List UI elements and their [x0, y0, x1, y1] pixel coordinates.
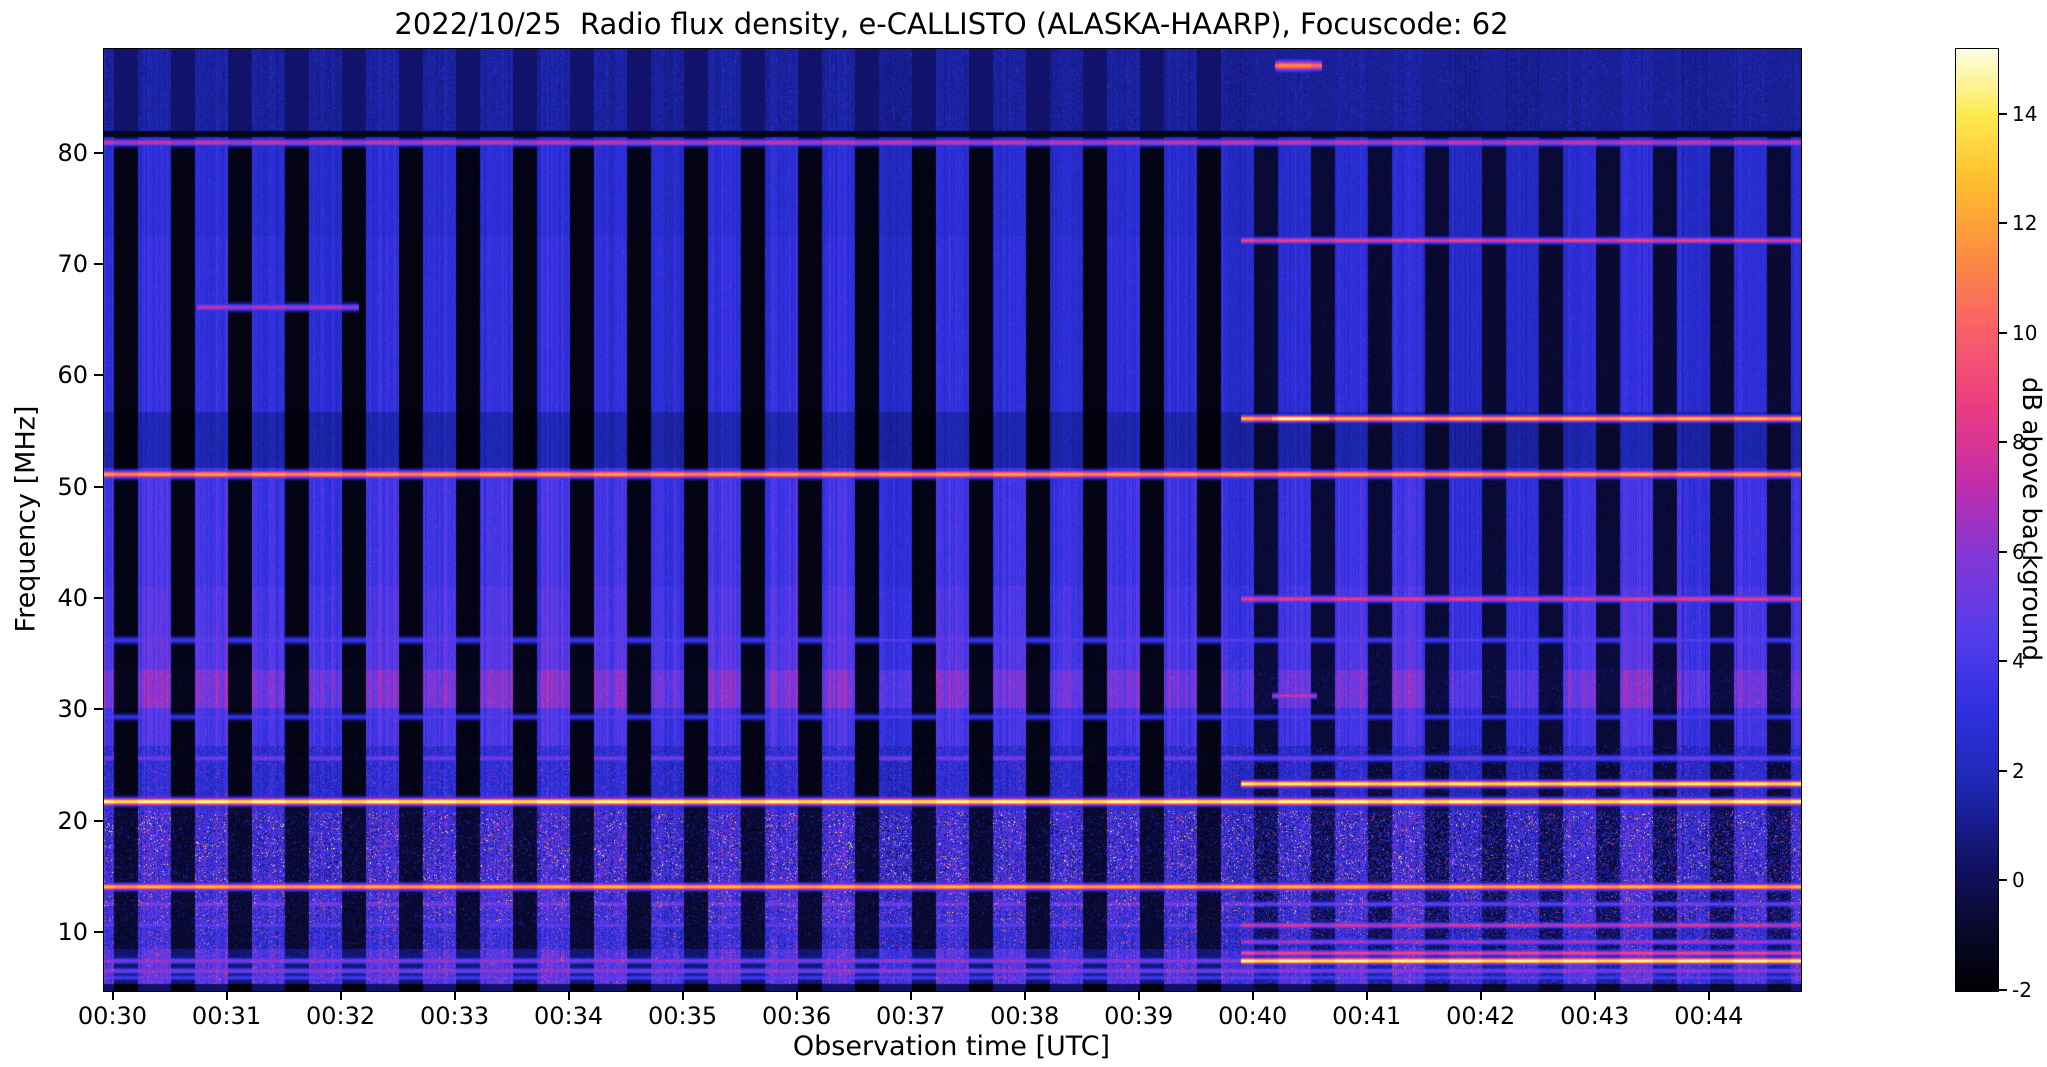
chart-title: 2022/10/25 Radio flux density, e-CALLIST…: [394, 7, 1509, 41]
x-tick-label: 00:30: [77, 1002, 148, 1030]
y-tick-label: 30: [57, 695, 88, 724]
y-tick-mark: [94, 263, 103, 265]
x-tick-mark: [681, 991, 684, 1000]
x-tick-mark: [225, 991, 228, 1000]
x-tick-mark: [1023, 991, 1026, 1000]
colorbar-tick-label: 12: [2012, 211, 2038, 236]
x-tick-label: 00:36: [762, 1002, 832, 1030]
colorbar-tick-mark: [1999, 660, 2007, 663]
plot-area: [103, 48, 1802, 992]
y-tick-mark: [94, 708, 103, 711]
x-tick-mark: [795, 991, 798, 1000]
x-tick-label: 00:34: [533, 1002, 604, 1030]
y-tick-label: 10: [57, 918, 88, 947]
y-axis-label: Frequency [MHz]: [10, 405, 42, 633]
colorbar-tick-mark: [1999, 112, 2007, 115]
y-tick-mark: [94, 374, 103, 377]
colorbar-gradient: [1956, 49, 1998, 991]
y-tick-mark: [94, 819, 103, 822]
y-tick-label: 70: [57, 250, 88, 278]
x-tick-label: 00:33: [419, 1002, 490, 1030]
colorbar-tick-mark: [1999, 550, 2007, 553]
colorbar: [1955, 48, 1999, 992]
colorbar-tick-mark: [1999, 331, 2007, 334]
y-tick-mark: [94, 485, 103, 488]
x-tick-label: 00:32: [305, 1002, 376, 1030]
x-tick-label: 00:41: [1332, 1002, 1402, 1030]
colorbar-tick-mark: [1999, 769, 2007, 772]
x-tick-mark: [111, 991, 114, 1000]
x-tick-mark: [567, 991, 570, 1000]
y-tick-label: 50: [57, 472, 88, 501]
x-tick-label: 00:44: [1674, 1002, 1744, 1030]
colorbar-tick-label: 8: [2012, 430, 2025, 455]
x-tick-label: 00:42: [1446, 1002, 1516, 1030]
colorbar-tick-mark: [1999, 441, 2007, 444]
y-tick-mark: [94, 931, 103, 934]
x-tick-mark: [1251, 991, 1254, 1000]
y-tick-label: 40: [57, 584, 88, 613]
x-tick-label: 00:31: [191, 1002, 262, 1030]
x-tick-mark: [1365, 991, 1368, 1000]
x-tick-mark: [909, 991, 912, 1000]
colorbar-tick-label: -2: [2012, 978, 2032, 1002]
y-tick-label: 20: [57, 806, 88, 835]
x-tick-mark: [339, 991, 342, 1000]
y-tick-label: 60: [57, 361, 88, 390]
x-axis-label: Observation time [UTC]: [792, 1031, 1111, 1062]
colorbar-tick-mark: [1999, 222, 2007, 225]
x-tick-mark: [1137, 991, 1140, 1000]
x-tick-label: 00:40: [1218, 1002, 1288, 1030]
colorbar-tick-label: 10: [2012, 320, 2038, 345]
x-tick-label: 00:39: [1104, 1002, 1174, 1030]
colorbar-label: dB above background: [2016, 376, 2046, 662]
x-tick-mark: [1707, 991, 1710, 1000]
x-tick-label: 00:43: [1560, 1002, 1630, 1030]
colorbar-tick-mark: [1999, 879, 2007, 882]
y-tick-mark: [94, 151, 103, 154]
colorbar-tick-label: 6: [2012, 539, 2025, 564]
colorbar-tick-label: 4: [2012, 649, 2025, 674]
x-tick-mark: [1479, 991, 1482, 1000]
x-tick-label: 00:38: [990, 1002, 1060, 1030]
spectrogram-heatmap: [104, 49, 1801, 991]
colorbar-tick-label: 0: [2012, 868, 2025, 893]
y-tick-label: 80: [57, 138, 88, 167]
x-tick-mark: [453, 991, 456, 1000]
x-tick-label: 00:35: [648, 1002, 718, 1030]
colorbar-tick-label: 2: [2012, 758, 2025, 783]
x-tick-mark: [1593, 991, 1596, 1000]
colorbar-tick-mark: [1999, 989, 2007, 991]
colorbar-tick-label: 14: [2012, 101, 2038, 126]
x-tick-label: 00:37: [876, 1002, 946, 1030]
y-tick-mark: [94, 597, 103, 600]
